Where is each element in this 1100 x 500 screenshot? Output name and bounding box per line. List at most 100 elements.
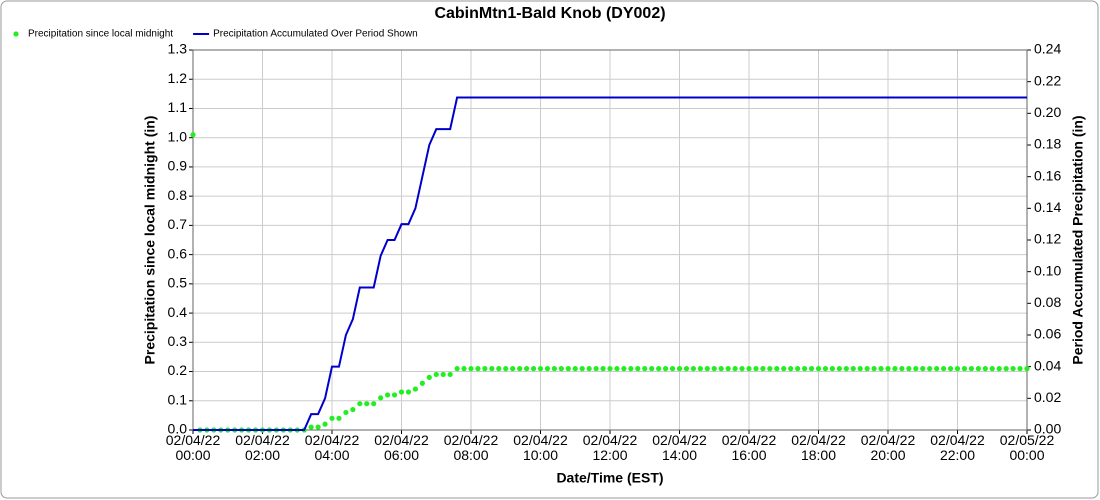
data-point	[600, 366, 606, 372]
x-tick-label: 02/04/22 20:00	[860, 432, 916, 463]
data-point	[1024, 366, 1030, 372]
data-point	[503, 366, 509, 372]
data-point	[371, 401, 377, 407]
y2-tick-label: 0.12	[1034, 231, 1061, 247]
data-point	[871, 366, 877, 372]
data-point	[398, 389, 405, 395]
y2-tick-label: 0.10	[1034, 262, 1061, 278]
data-point	[412, 386, 418, 392]
x-tick-label: 02/04/22 10:00	[513, 432, 568, 463]
data-point	[565, 366, 571, 372]
data-point	[989, 366, 995, 372]
x-tick-label: 02/05/22 00:00	[999, 432, 1055, 463]
x-tick-label: 02/04/22 16:00	[721, 432, 777, 463]
data-point	[656, 366, 662, 372]
data-point	[892, 366, 898, 372]
data-point	[1017, 366, 1023, 372]
data-point	[433, 371, 439, 378]
data-point	[642, 366, 648, 372]
y2-tick-label: 0.08	[1034, 294, 1061, 310]
x-tick-label: 02/04/22 14:00	[652, 432, 707, 463]
data-point	[697, 366, 703, 372]
data-point	[635, 366, 641, 372]
data-point	[864, 366, 870, 372]
data-point	[732, 366, 738, 372]
data-point	[996, 366, 1002, 372]
x-tick-label: 02/04/22 12:00	[582, 432, 638, 463]
data-point	[607, 366, 613, 372]
data-point	[614, 366, 620, 372]
data-point	[802, 366, 808, 372]
data-point	[628, 366, 634, 372]
data-point	[350, 406, 356, 413]
data-point	[663, 366, 669, 372]
data-point	[419, 380, 425, 386]
y2-tick-label: 0.02	[1034, 389, 1061, 405]
data-point	[447, 371, 453, 378]
data-point	[968, 366, 975, 372]
data-point	[1010, 366, 1016, 372]
data-point	[482, 366, 488, 372]
data-point	[489, 366, 495, 372]
data-point	[468, 366, 474, 372]
data-point	[829, 366, 836, 372]
legend-label: Precipitation Accumulated Over Period Sh…	[213, 29, 418, 40]
x-tick-label: 02/04/22 18:00	[791, 432, 846, 463]
data-point	[586, 366, 592, 372]
y-tick-label: 0.6	[168, 245, 188, 261]
data-line	[193, 96, 1027, 431]
data-point	[781, 366, 787, 372]
data-point	[746, 366, 752, 372]
data-point	[850, 366, 856, 372]
data-point	[517, 366, 523, 372]
data-point	[357, 401, 363, 407]
y-tick-label: 0.0	[168, 421, 188, 437]
x-tick-label: 02/04/22 00:00	[165, 432, 221, 463]
data-point	[704, 366, 710, 372]
data-point	[385, 392, 391, 398]
data-point	[593, 366, 599, 372]
data-point	[711, 366, 717, 372]
data-point	[927, 366, 933, 372]
data-point	[947, 366, 954, 372]
data-point	[572, 366, 578, 372]
data-point	[621, 366, 627, 372]
data-point	[524, 366, 530, 372]
data-point	[683, 366, 690, 372]
data-point	[669, 366, 676, 372]
legend-marker	[13, 31, 19, 37]
y-tick-label: 0.4	[168, 304, 188, 320]
y-tick-label: 0.2	[168, 362, 188, 378]
data-point	[788, 366, 794, 372]
data-point	[1003, 366, 1009, 372]
data-point	[391, 392, 398, 398]
data-point	[461, 366, 467, 372]
data-point	[885, 366, 891, 372]
data-point	[537, 366, 544, 372]
data-point	[676, 366, 683, 372]
x-axis-label: Date/Time (EST)	[556, 470, 663, 486]
plot-border	[192, 49, 1028, 431]
data-point	[822, 366, 829, 372]
y2-tick-label: 0.24	[1034, 41, 1061, 57]
data-point	[329, 415, 335, 421]
data-point	[767, 366, 773, 372]
data-point	[878, 366, 884, 372]
data-point	[364, 401, 370, 407]
x-tick-label: 02/04/22 22:00	[930, 432, 985, 463]
data-point	[322, 421, 328, 427]
y-tick-label: 0.1	[168, 391, 188, 407]
x-tick-label: 02/04/22 08:00	[443, 432, 499, 463]
data-point	[558, 366, 564, 372]
y2-tick-label: 0.16	[1034, 167, 1061, 183]
y-tick-label: 0.5	[168, 275, 188, 291]
y2-tick-label: 0.14	[1034, 199, 1061, 215]
data-point	[753, 366, 759, 372]
data-point	[475, 366, 481, 372]
data-point	[405, 389, 412, 395]
data-point	[975, 366, 981, 372]
data-point	[961, 366, 968, 372]
y-tick-label: 1.0	[168, 128, 188, 144]
